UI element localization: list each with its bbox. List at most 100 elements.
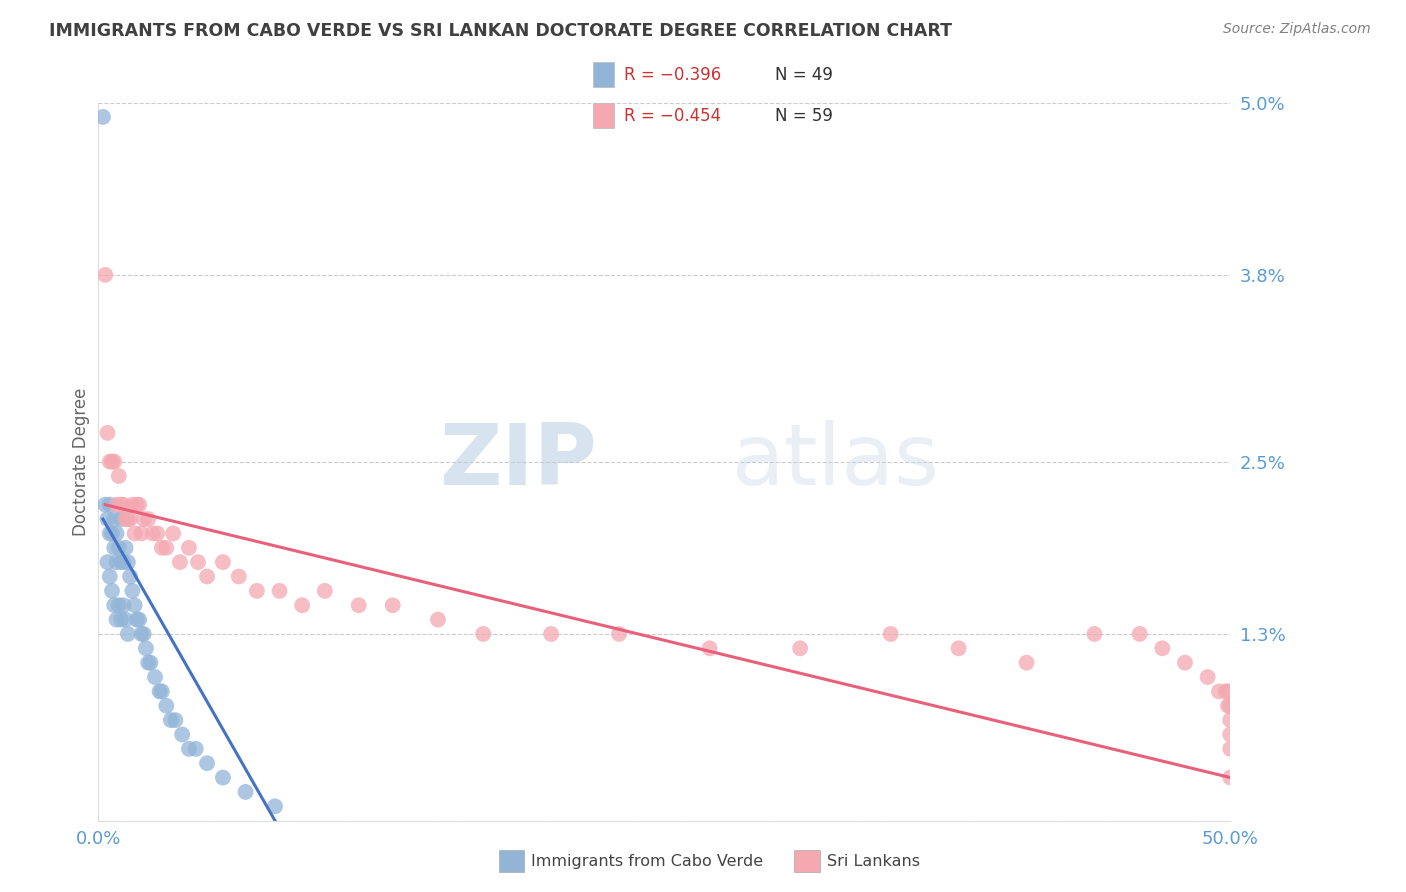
- Point: [94, 268, 117, 282]
- Point: [105, 498, 128, 512]
- Point: [1215, 684, 1237, 698]
- Point: [187, 555, 209, 569]
- Point: [96, 555, 118, 569]
- Point: [124, 526, 146, 541]
- Point: [117, 555, 139, 569]
- Bar: [593, 103, 614, 128]
- Point: [101, 455, 124, 469]
- Point: [212, 771, 235, 785]
- Text: atlas: atlas: [733, 420, 941, 503]
- Point: [117, 512, 139, 526]
- Point: [1216, 684, 1239, 698]
- Point: [155, 698, 177, 713]
- Point: [155, 541, 177, 555]
- Point: [314, 583, 336, 598]
- Point: [114, 512, 136, 526]
- Point: [148, 684, 170, 698]
- Point: [1219, 698, 1241, 713]
- Point: [128, 498, 150, 512]
- Text: R = −0.454: R = −0.454: [624, 107, 721, 125]
- Point: [172, 727, 194, 741]
- Point: [125, 498, 148, 512]
- Point: [110, 512, 132, 526]
- Point: [96, 425, 118, 440]
- Text: ZIP: ZIP: [439, 420, 596, 503]
- Text: N = 59: N = 59: [775, 107, 834, 125]
- Point: [98, 455, 121, 469]
- Point: [1129, 627, 1152, 641]
- Point: [1083, 627, 1105, 641]
- Point: [291, 599, 314, 613]
- Point: [98, 526, 121, 541]
- Point: [120, 512, 142, 526]
- Point: [114, 541, 136, 555]
- Point: [195, 569, 218, 583]
- Point: [103, 512, 125, 526]
- Point: [948, 641, 970, 656]
- Point: [112, 555, 135, 569]
- Point: [1219, 742, 1241, 756]
- Point: [91, 110, 114, 124]
- Point: [98, 569, 121, 583]
- Point: [381, 599, 404, 613]
- Point: [139, 656, 162, 670]
- Point: [121, 498, 143, 512]
- Bar: [593, 62, 614, 87]
- Point: [96, 512, 118, 526]
- Point: [121, 583, 143, 598]
- Point: [177, 742, 200, 756]
- Point: [110, 555, 132, 569]
- Point: [1219, 727, 1241, 741]
- Point: [160, 713, 183, 727]
- Text: IMMIGRANTS FROM CABO VERDE VS SRI LANKAN DOCTORATE DEGREE CORRELATION CHART: IMMIGRANTS FROM CABO VERDE VS SRI LANKAN…: [49, 22, 952, 40]
- Point: [146, 526, 169, 541]
- Point: [142, 526, 165, 541]
- Point: [105, 613, 128, 627]
- Point: [124, 599, 146, 613]
- Point: [110, 498, 132, 512]
- Point: [880, 627, 903, 641]
- Point: [235, 785, 257, 799]
- Point: [105, 555, 128, 569]
- Text: R = −0.396: R = −0.396: [624, 66, 721, 84]
- Point: [135, 641, 157, 656]
- Point: [607, 627, 630, 641]
- Point: [1015, 656, 1038, 670]
- Point: [131, 526, 153, 541]
- Point: [112, 498, 135, 512]
- Point: [212, 555, 235, 569]
- Point: [120, 569, 142, 583]
- Y-axis label: Doctorate Degree: Doctorate Degree: [72, 387, 90, 536]
- Point: [472, 627, 495, 641]
- Point: [195, 756, 218, 771]
- Point: [150, 541, 173, 555]
- Point: [1152, 641, 1174, 656]
- Point: [184, 742, 207, 756]
- Point: [125, 613, 148, 627]
- Point: [101, 526, 124, 541]
- Point: [98, 498, 121, 512]
- Text: Immigrants from Cabo Verde: Immigrants from Cabo Verde: [531, 855, 763, 869]
- Point: [347, 599, 370, 613]
- Point: [269, 583, 291, 598]
- Point: [162, 526, 184, 541]
- Text: N = 49: N = 49: [775, 66, 834, 84]
- Point: [150, 684, 173, 698]
- Point: [103, 599, 125, 613]
- Point: [132, 627, 155, 641]
- Point: [136, 512, 159, 526]
- Point: [103, 541, 125, 555]
- Point: [1219, 713, 1241, 727]
- Point: [105, 526, 128, 541]
- Point: [128, 613, 150, 627]
- Point: [107, 469, 129, 483]
- Text: Source: ZipAtlas.com: Source: ZipAtlas.com: [1223, 22, 1371, 37]
- Point: [264, 799, 287, 814]
- Point: [114, 613, 136, 627]
- Point: [540, 627, 562, 641]
- Point: [427, 613, 450, 627]
- Point: [132, 512, 155, 526]
- Point: [107, 599, 129, 613]
- Point: [246, 583, 269, 598]
- Point: [169, 555, 191, 569]
